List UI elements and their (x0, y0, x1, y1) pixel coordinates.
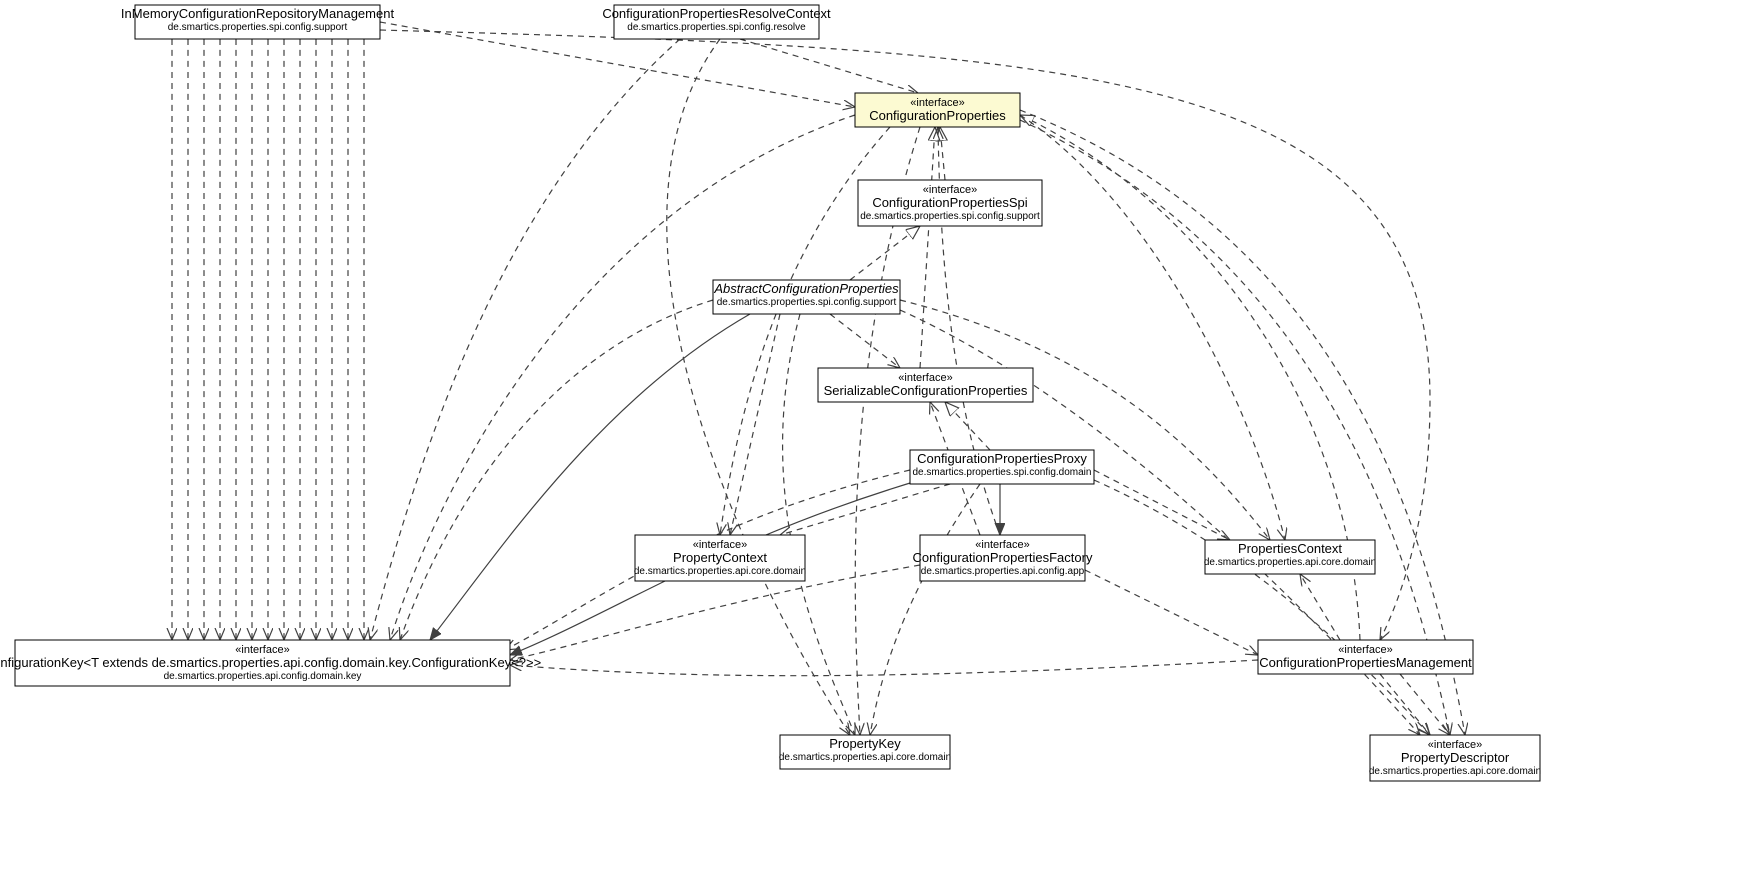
edge-proxy-to-propdesc (1094, 480, 1430, 735)
edge-proxy-to-serialcfg (945, 402, 990, 450)
edge-abstractcfg-to-cfgkey (430, 314, 750, 640)
node-cfgkey: «interface»ConfigurationKey<T extends de… (0, 640, 541, 686)
node-propkey-name: PropertyKey (829, 736, 901, 751)
node-proxy-name: ConfigurationPropertiesProxy (917, 451, 1087, 466)
node-cfgpropsspi-name: ConfigurationPropertiesSpi (872, 195, 1027, 210)
node-inmem-package: de.smartics.properties.spi.config.suppor… (168, 22, 348, 33)
node-cfgkey-package: de.smartics.properties.api.config.domain… (164, 671, 362, 682)
node-resolvectx-package: de.smartics.properties.spi.config.resolv… (627, 22, 806, 33)
edge-mgmt-to-propdesc (1380, 674, 1430, 735)
node-resolvectx: ConfigurationPropertiesResolveContextde.… (602, 5, 831, 39)
node-serialcfg: «interface»SerializableConfigurationProp… (818, 368, 1033, 402)
node-cfgpropsspi: «interface»ConfigurationPropertiesSpide.… (858, 180, 1042, 226)
node-factory-name: ConfigurationPropertiesFactory (913, 550, 1093, 565)
node-resolvectx-name: ConfigurationPropertiesResolveContext (602, 6, 831, 21)
node-propsctx-name: PropertiesContext (1238, 541, 1342, 556)
node-serialcfg-name: SerializableConfigurationProperties (824, 383, 1028, 398)
edge-abstractcfg-to-cfgkey (400, 300, 713, 640)
node-propdesc: «interface»PropertyDescriptorde.smartics… (1369, 735, 1541, 781)
nodes-layer: InMemoryConfigurationRepositoryManagemen… (0, 5, 1541, 781)
node-propdesc-name: PropertyDescriptor (1401, 750, 1510, 765)
edge-factory-to-mgmt (1085, 570, 1258, 655)
edge-abstractcfg-to-cfgpropsspi (850, 226, 920, 280)
uml-diagram: InMemoryConfigurationRepositoryManagemen… (0, 0, 1741, 885)
edge-proxy-to-propsctx (1094, 470, 1230, 540)
node-proxy: ConfigurationPropertiesProxyde.smartics.… (910, 450, 1094, 484)
node-cfgprops: «interface»ConfigurationProperties (855, 93, 1020, 127)
node-propctx-name: PropertyContext (673, 550, 767, 565)
edge-abstractcfg-to-propctx (730, 314, 780, 535)
node-cfgprops-name: ConfigurationProperties (869, 108, 1006, 123)
edge-abstractcfg-to-propsctx (900, 300, 1270, 540)
edge-resolvectx-to-cfgprops (740, 39, 918, 93)
edge-proxy-to-propkey (870, 484, 980, 735)
edge-proxy-to-propctx (780, 484, 950, 535)
edge-cfgpropsspi-to-cfgprops (940, 127, 945, 180)
node-inmem-name: InMemoryConfigurationRepositoryManagemen… (121, 6, 395, 21)
node-propkey-package: de.smartics.properties.api.core.domain (779, 752, 951, 763)
node-abstractcfg-name: AbstractConfigurationProperties (713, 281, 899, 296)
edge-mgmt-to-propsctx (1300, 574, 1340, 640)
node-propctx: «interface»PropertyContextde.smartics.pr… (634, 535, 806, 581)
node-cfgkey-name: ConfigurationKey<T extends de.smartics.p… (0, 655, 541, 670)
edge-serialcfg-to-cfgprops (920, 127, 935, 368)
node-mgmt-name: ConfigurationPropertiesManagement (1259, 655, 1472, 670)
node-abstractcfg-package: de.smartics.properties.spi.config.suppor… (717, 297, 897, 308)
node-propsctx: PropertiesContextde.smartics.properties.… (1204, 540, 1376, 574)
node-abstractcfg: AbstractConfigurationPropertiesde.smarti… (713, 280, 900, 314)
node-inmem: InMemoryConfigurationRepositoryManagemen… (121, 5, 395, 39)
node-factory: «interface»ConfigurationPropertiesFactor… (913, 535, 1093, 581)
node-cfgpropsspi-package: de.smartics.properties.spi.config.suppor… (860, 211, 1040, 222)
node-propdesc-package: de.smartics.properties.api.core.domain (1369, 766, 1541, 777)
node-factory-package: de.smartics.properties.api.config.app (921, 566, 1085, 577)
edge-resolvectx-to-cfgkey (370, 39, 680, 640)
node-propkey: PropertyKeyde.smartics.properties.api.co… (779, 735, 951, 769)
edge-abstractcfg-to-serialcfg (830, 314, 900, 368)
node-proxy-package: de.smartics.properties.spi.config.domain (913, 467, 1092, 478)
node-propsctx-package: de.smartics.properties.api.core.domain (1204, 557, 1376, 568)
edge-mgmt-to-propdesc (1400, 674, 1450, 735)
node-propctx-package: de.smartics.properties.api.core.domain (634, 566, 806, 577)
node-mgmt: «interface»ConfigurationPropertiesManage… (1258, 640, 1473, 674)
